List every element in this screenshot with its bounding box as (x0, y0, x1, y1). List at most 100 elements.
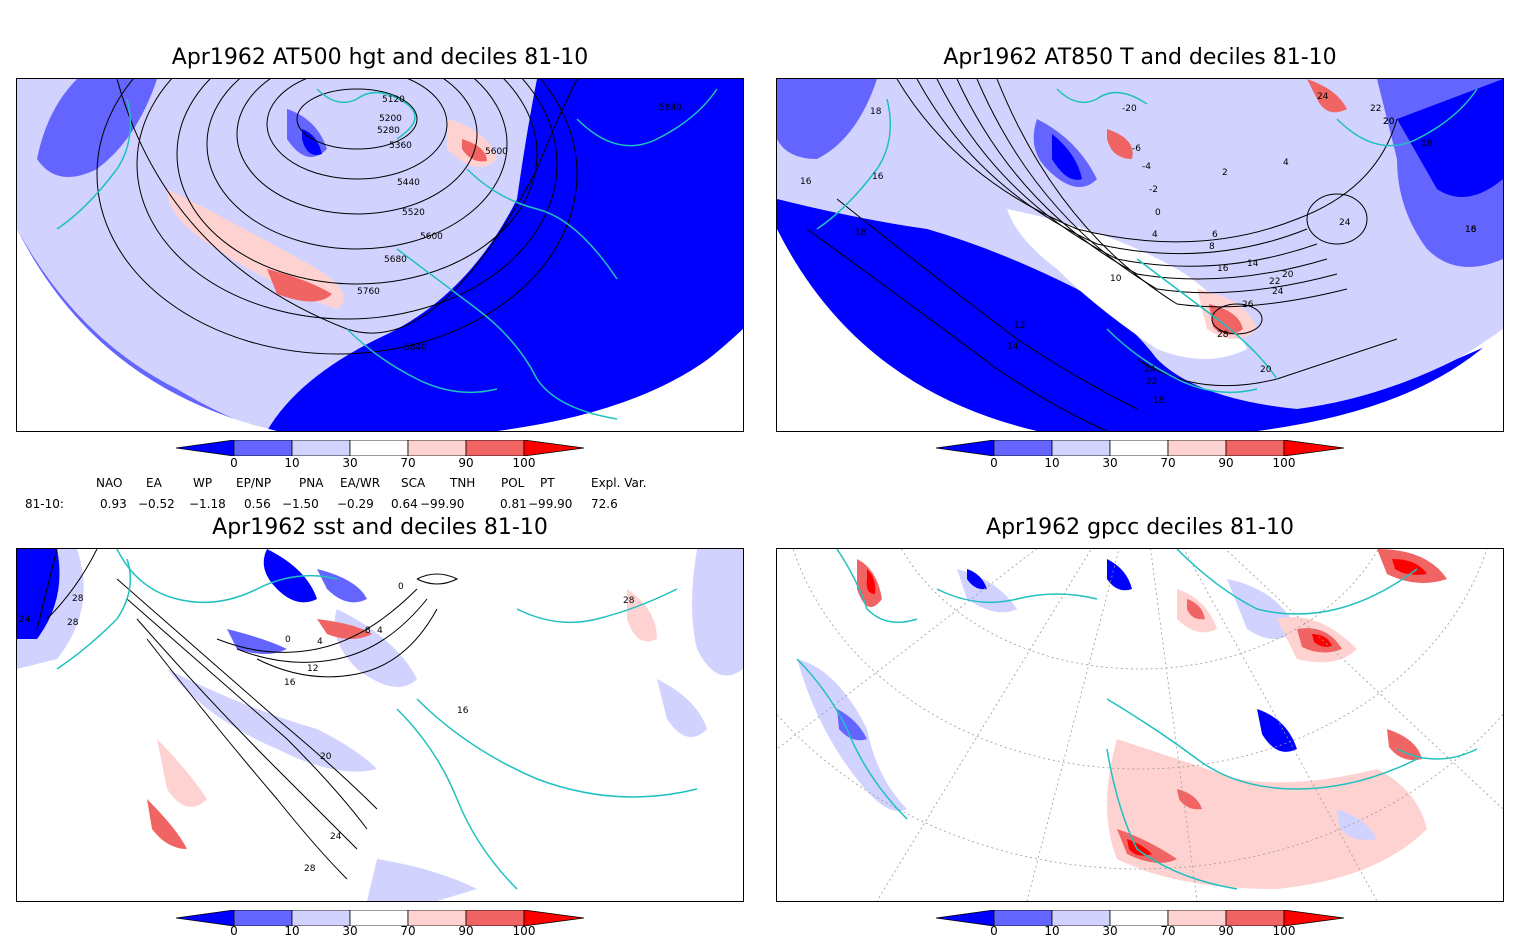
map-panel-gpcc (776, 548, 1504, 902)
contour-label: 28 (72, 594, 84, 604)
contour-label: 0 (398, 582, 404, 592)
index-header: NAO (96, 476, 123, 490)
panel-title-sst: Apr1962 sst and deciles 81-10 (212, 515, 548, 540)
colorbar-tick-label: 70 (1160, 456, 1176, 470)
contour-label: 16 (457, 706, 469, 716)
index-value: 0.56 (244, 497, 271, 511)
contour-label: 22 (1370, 104, 1381, 114)
colorbar-tick-label: 10 (1044, 456, 1060, 470)
index-header: EP/NP (236, 476, 272, 490)
contour-label: 24 (19, 615, 31, 625)
contour-label: 5840 (659, 103, 682, 113)
index-value: 72.6 (591, 497, 618, 511)
colorbar-tick-label: 90 (1218, 924, 1234, 938)
panel-title-gpcc: Apr1962 gpcc deciles 81-10 (986, 515, 1294, 540)
colorbar-tick-label: 90 (458, 456, 474, 470)
colorbar-tick-label: 90 (458, 924, 474, 938)
map-panel-t850: 18 16 16 18 12 14 -20 -6 -4 -2 0 2 4 6 8… (776, 78, 1504, 432)
contour-label: 28 (1217, 330, 1229, 340)
contour-label: 20 (320, 752, 332, 762)
contour-label: 22 (1146, 377, 1157, 387)
contour-label: 26 (1242, 300, 1254, 310)
contour-label: 24 (330, 832, 342, 842)
index-header: SCA (401, 476, 426, 490)
contour-label: 4 (1152, 230, 1158, 240)
panel-title-t850: Apr1962 AT850 T and deciles 81-10 (943, 45, 1337, 70)
contour-label: 10 (1110, 274, 1122, 284)
index-value: 0.64 (391, 497, 418, 511)
contour-label: 28 (304, 864, 316, 874)
contour-label: 5760 (357, 287, 380, 297)
panel-title-hgt500: Apr1962 AT500 hgt and deciles 81-10 (171, 45, 589, 70)
colorbar-tick-label: 0 (230, 924, 238, 938)
index-header: POL (501, 476, 525, 490)
colorbar-tick-label: 100 (512, 456, 536, 470)
contour-label: 20 (1383, 117, 1395, 127)
contour-label: -6 (1132, 144, 1141, 154)
contour-label: 24 (1339, 218, 1351, 228)
contour-label: 12 (307, 664, 318, 674)
contour-label: -4 (1142, 162, 1151, 172)
contour-label: 5600 (420, 232, 443, 242)
contour-label: 8 (365, 626, 371, 636)
contour-label: 24 (1272, 287, 1284, 297)
index-row-label: 81-10: (25, 497, 64, 511)
index-value: −0.29 (337, 497, 374, 511)
contour-label: 18 (855, 228, 867, 238)
colorbar-tick-label: 100 (512, 924, 536, 938)
colorbar-tick-label: 100 (1272, 456, 1296, 470)
index-value: −1.50 (282, 497, 319, 511)
contour-label: 2 (1222, 168, 1228, 178)
index-value: 0.81 (500, 497, 527, 511)
colorbar-tick-label: 0 (990, 456, 998, 470)
contour-label: 5600 (485, 147, 508, 157)
colorbar-tick-label: 70 (1160, 924, 1176, 938)
index-header: EA/WR (340, 476, 381, 490)
index-value: −99.90 (420, 497, 465, 511)
contour-label: 24 (1144, 365, 1156, 375)
colorbar-tick-label: 0 (230, 456, 238, 470)
contour-label: 16 (1217, 264, 1229, 274)
colorbar-tick-label: 70 (400, 924, 416, 938)
index-header: Expl. Var. (591, 476, 647, 490)
colorbar-tick-label: 10 (284, 924, 300, 938)
contour-label: 28 (623, 596, 635, 606)
contour-label: 5440 (397, 178, 420, 188)
contour-label: 20 (1260, 365, 1272, 375)
contour-label: 12 (1014, 321, 1025, 331)
contour-label: 6 (1212, 230, 1218, 240)
colorbar-top-right: 0 10 30 70 90 100 (935, 439, 1346, 470)
contour-label: 20 (1282, 270, 1294, 280)
contour-label: 0 (1155, 208, 1161, 218)
index-value: 0.93 (100, 497, 127, 511)
contour-label: 8 (1209, 242, 1215, 252)
contour-label: 28 (67, 618, 79, 628)
contour-label: 22 (1269, 277, 1280, 287)
map-panel-hgt500: 5120 5200 5280 5360 5440 5520 5600 5680 … (16, 78, 744, 432)
colorbar-bottom-left: 0 10 30 70 90 100 (175, 909, 586, 938)
contour-label: 14 (1007, 342, 1019, 352)
contour-label: 16 (872, 172, 884, 182)
contour-label: 16 (1465, 225, 1477, 235)
contour-label: 0 (285, 635, 291, 645)
colorbar-tick-label: 10 (1044, 924, 1060, 938)
contour-label: 16 (284, 678, 296, 688)
colorbar-bottom-right: 0 10 30 70 90 100 (935, 909, 1346, 938)
index-header: PT (540, 476, 555, 490)
contour-label: 16 (800, 177, 812, 187)
contour-label: 4 (317, 637, 323, 647)
contour-label: 5840 (404, 343, 427, 353)
colorbar-top-left: 0 10 30 70 90 100 (175, 439, 586, 470)
colorbar-tick-label: 30 (342, 924, 358, 938)
index-header: PNA (299, 476, 324, 490)
colorbar-tick-label: 30 (342, 456, 358, 470)
index-value: −1.18 (189, 497, 226, 511)
contour-label: 5120 (382, 95, 405, 105)
colorbar-tick-label: 70 (400, 456, 416, 470)
contour-label: 18 (1465, 225, 1477, 235)
contour-label: 18 (1421, 139, 1433, 149)
colorbar-tick-label: 90 (1218, 456, 1234, 470)
contour-label: 5360 (389, 141, 412, 151)
contour-label: 18 (870, 107, 882, 117)
colorbar-tick-label: 100 (1272, 924, 1296, 938)
